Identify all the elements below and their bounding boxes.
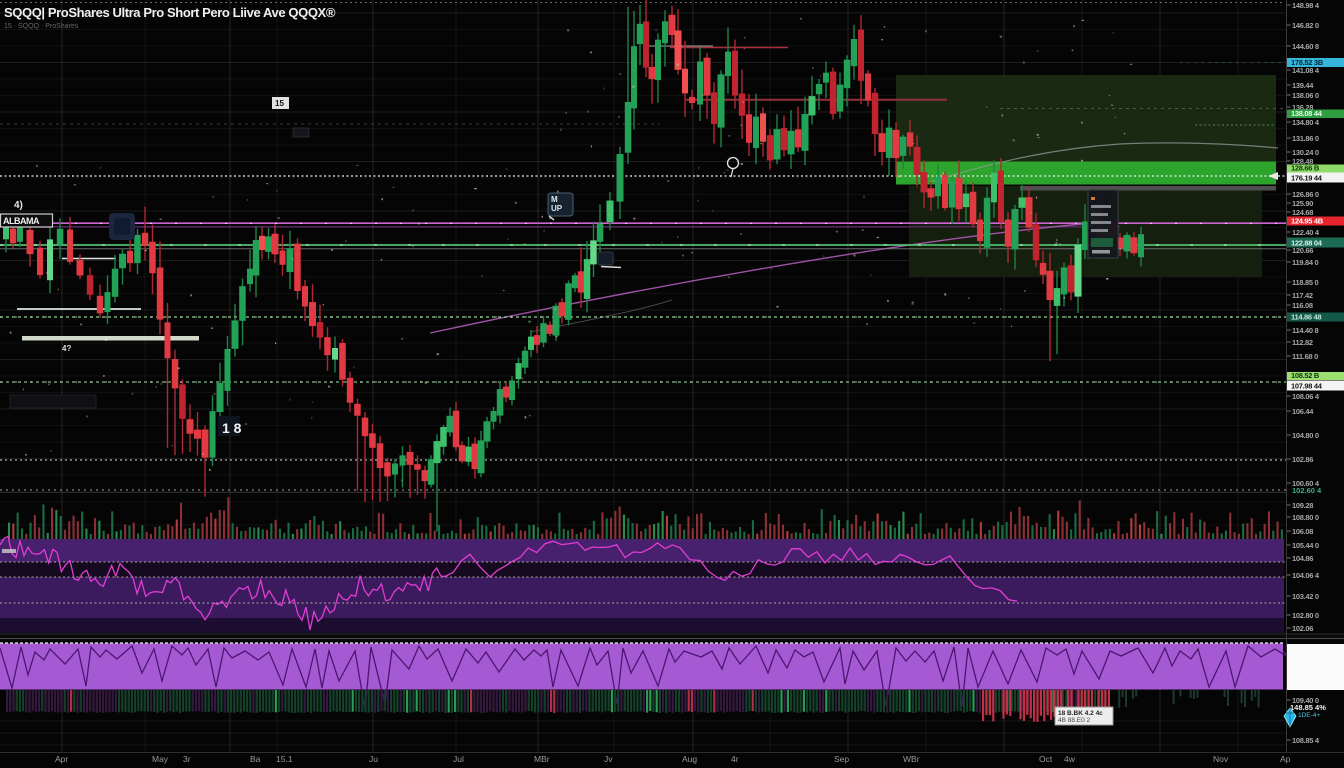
svg-text:107.98 44: 107.98 44 xyxy=(1291,382,1323,391)
svg-text:1DE-4+: 1DE-4+ xyxy=(1298,712,1320,719)
svg-text:4): 4) xyxy=(14,200,23,211)
svg-text:105.44 0: 105.44 0 xyxy=(1292,541,1319,550)
svg-text:102.06: 102.06 xyxy=(1292,624,1313,633)
svg-text:131.86 0: 131.86 0 xyxy=(1292,134,1319,143)
svg-text:178.52 3B: 178.52 3B xyxy=(1291,58,1324,67)
svg-text:Sep: Sep xyxy=(834,754,849,764)
svg-text:WBr: WBr xyxy=(903,754,920,764)
svg-text:126.86 0: 126.86 0 xyxy=(1292,190,1319,199)
svg-text:114.40 8: 114.40 8 xyxy=(1292,326,1319,335)
svg-text:109.40 0: 109.40 0 xyxy=(1292,696,1319,705)
svg-text:UP: UP xyxy=(551,204,563,213)
svg-text:111.68 0: 111.68 0 xyxy=(1292,352,1318,361)
svg-text:Ju: Ju xyxy=(369,754,378,764)
svg-text:118.85 0: 118.85 0 xyxy=(1292,278,1319,287)
svg-text:138.06 0: 138.06 0 xyxy=(1292,91,1319,100)
svg-text:18 B.BK 4.2 4c: 18 B.BK 4.2 4c xyxy=(1058,710,1103,717)
svg-text:104.80 0: 104.80 0 xyxy=(1292,431,1319,440)
svg-text:116.08: 116.08 xyxy=(1292,301,1313,310)
svg-text:146.82 0: 146.82 0 xyxy=(1292,21,1319,30)
svg-text:Ap: Ap xyxy=(1280,754,1291,764)
svg-text:3r: 3r xyxy=(183,754,191,764)
svg-text:134.80 4: 134.80 4 xyxy=(1292,118,1320,127)
svg-text:109.28: 109.28 xyxy=(1292,501,1313,510)
svg-text:4?: 4? xyxy=(62,344,71,353)
svg-text:Aug: Aug xyxy=(682,754,697,764)
svg-text:122.40 4: 122.40 4 xyxy=(1292,228,1320,237)
svg-text:15.1: 15.1 xyxy=(276,754,293,764)
svg-text:Jv: Jv xyxy=(604,754,613,764)
svg-text:102.60 4: 102.60 4 xyxy=(1292,486,1322,495)
svg-text:117.42: 117.42 xyxy=(1292,291,1313,300)
svg-text:148.98 4: 148.98 4 xyxy=(1292,1,1320,10)
svg-text:124.95 4B: 124.95 4B xyxy=(1291,217,1324,226)
svg-text:Jul: Jul xyxy=(453,754,464,764)
svg-text:139.44: 139.44 xyxy=(1292,81,1314,90)
svg-text:112.82: 112.82 xyxy=(1292,338,1313,347)
svg-text:Ba: Ba xyxy=(250,754,261,764)
svg-text:4w: 4w xyxy=(1064,754,1076,764)
svg-text:MBr: MBr xyxy=(534,754,550,764)
svg-text:122.88 04: 122.88 04 xyxy=(1291,239,1323,248)
svg-text:120.66: 120.66 xyxy=(1292,246,1313,255)
svg-text:102.86: 102.86 xyxy=(1292,455,1313,464)
svg-text:148.85 4%: 148.85 4% xyxy=(1290,703,1326,712)
svg-text:104.06 4: 104.06 4 xyxy=(1292,571,1320,580)
svg-text:SQQQ| ProShares Ultra Pro Shor: SQQQ| ProShares Ultra Pro Short Pero Lii… xyxy=(4,5,336,20)
svg-text:130.24 0: 130.24 0 xyxy=(1292,148,1319,157)
svg-text:4r: 4r xyxy=(731,754,739,764)
svg-text:124.68: 124.68 xyxy=(1292,208,1313,217)
svg-text:ALBAMA: ALBAMA xyxy=(3,216,40,226)
svg-text:100.60 4: 100.60 4 xyxy=(1292,479,1320,488)
svg-text:108.52 B: 108.52 B xyxy=(1291,371,1320,380)
svg-text:141.08 4: 141.08 4 xyxy=(1292,66,1320,75)
svg-text:136.28: 136.28 xyxy=(1292,103,1313,112)
svg-text:Apr: Apr xyxy=(55,754,68,764)
svg-text:108.06 4: 108.06 4 xyxy=(1292,392,1320,401)
svg-text:106.08: 106.08 xyxy=(1292,527,1313,536)
svg-text:108.80 0: 108.80 0 xyxy=(1292,513,1319,522)
svg-text:138.08 44: 138.08 44 xyxy=(1291,109,1323,118)
svg-text:119.84 0: 119.84 0 xyxy=(1292,258,1319,267)
svg-text:104.86: 104.86 xyxy=(1292,554,1313,563)
svg-text:M: M xyxy=(551,195,558,204)
svg-text:176.19 44: 176.19 44 xyxy=(1291,174,1323,183)
svg-text:128.48: 128.48 xyxy=(1292,157,1313,166)
svg-text:103.42 0: 103.42 0 xyxy=(1292,592,1319,601)
svg-text:4B 88.E0 2: 4B 88.E0 2 xyxy=(1058,717,1091,724)
svg-text:15: 15 xyxy=(275,99,284,108)
svg-text:106.44: 106.44 xyxy=(1292,407,1314,416)
svg-text:114.86 48: 114.86 48 xyxy=(1291,313,1321,322)
svg-text:May: May xyxy=(152,754,169,764)
svg-text:128.66 B: 128.66 B xyxy=(1291,164,1320,173)
svg-text:102.80 0: 102.80 0 xyxy=(1292,611,1319,620)
svg-text:Nov: Nov xyxy=(1213,754,1229,764)
svg-text:144.60 8: 144.60 8 xyxy=(1292,42,1319,51)
svg-text:15 · SQQQ · ProShares: 15 · SQQQ · ProShares xyxy=(4,23,79,30)
svg-text:1 8: 1 8 xyxy=(222,420,242,436)
svg-text:108.85 4: 108.85 4 xyxy=(1292,736,1320,745)
svg-text:125.90: 125.90 xyxy=(1292,199,1313,208)
svg-text:Oct: Oct xyxy=(1039,754,1053,764)
